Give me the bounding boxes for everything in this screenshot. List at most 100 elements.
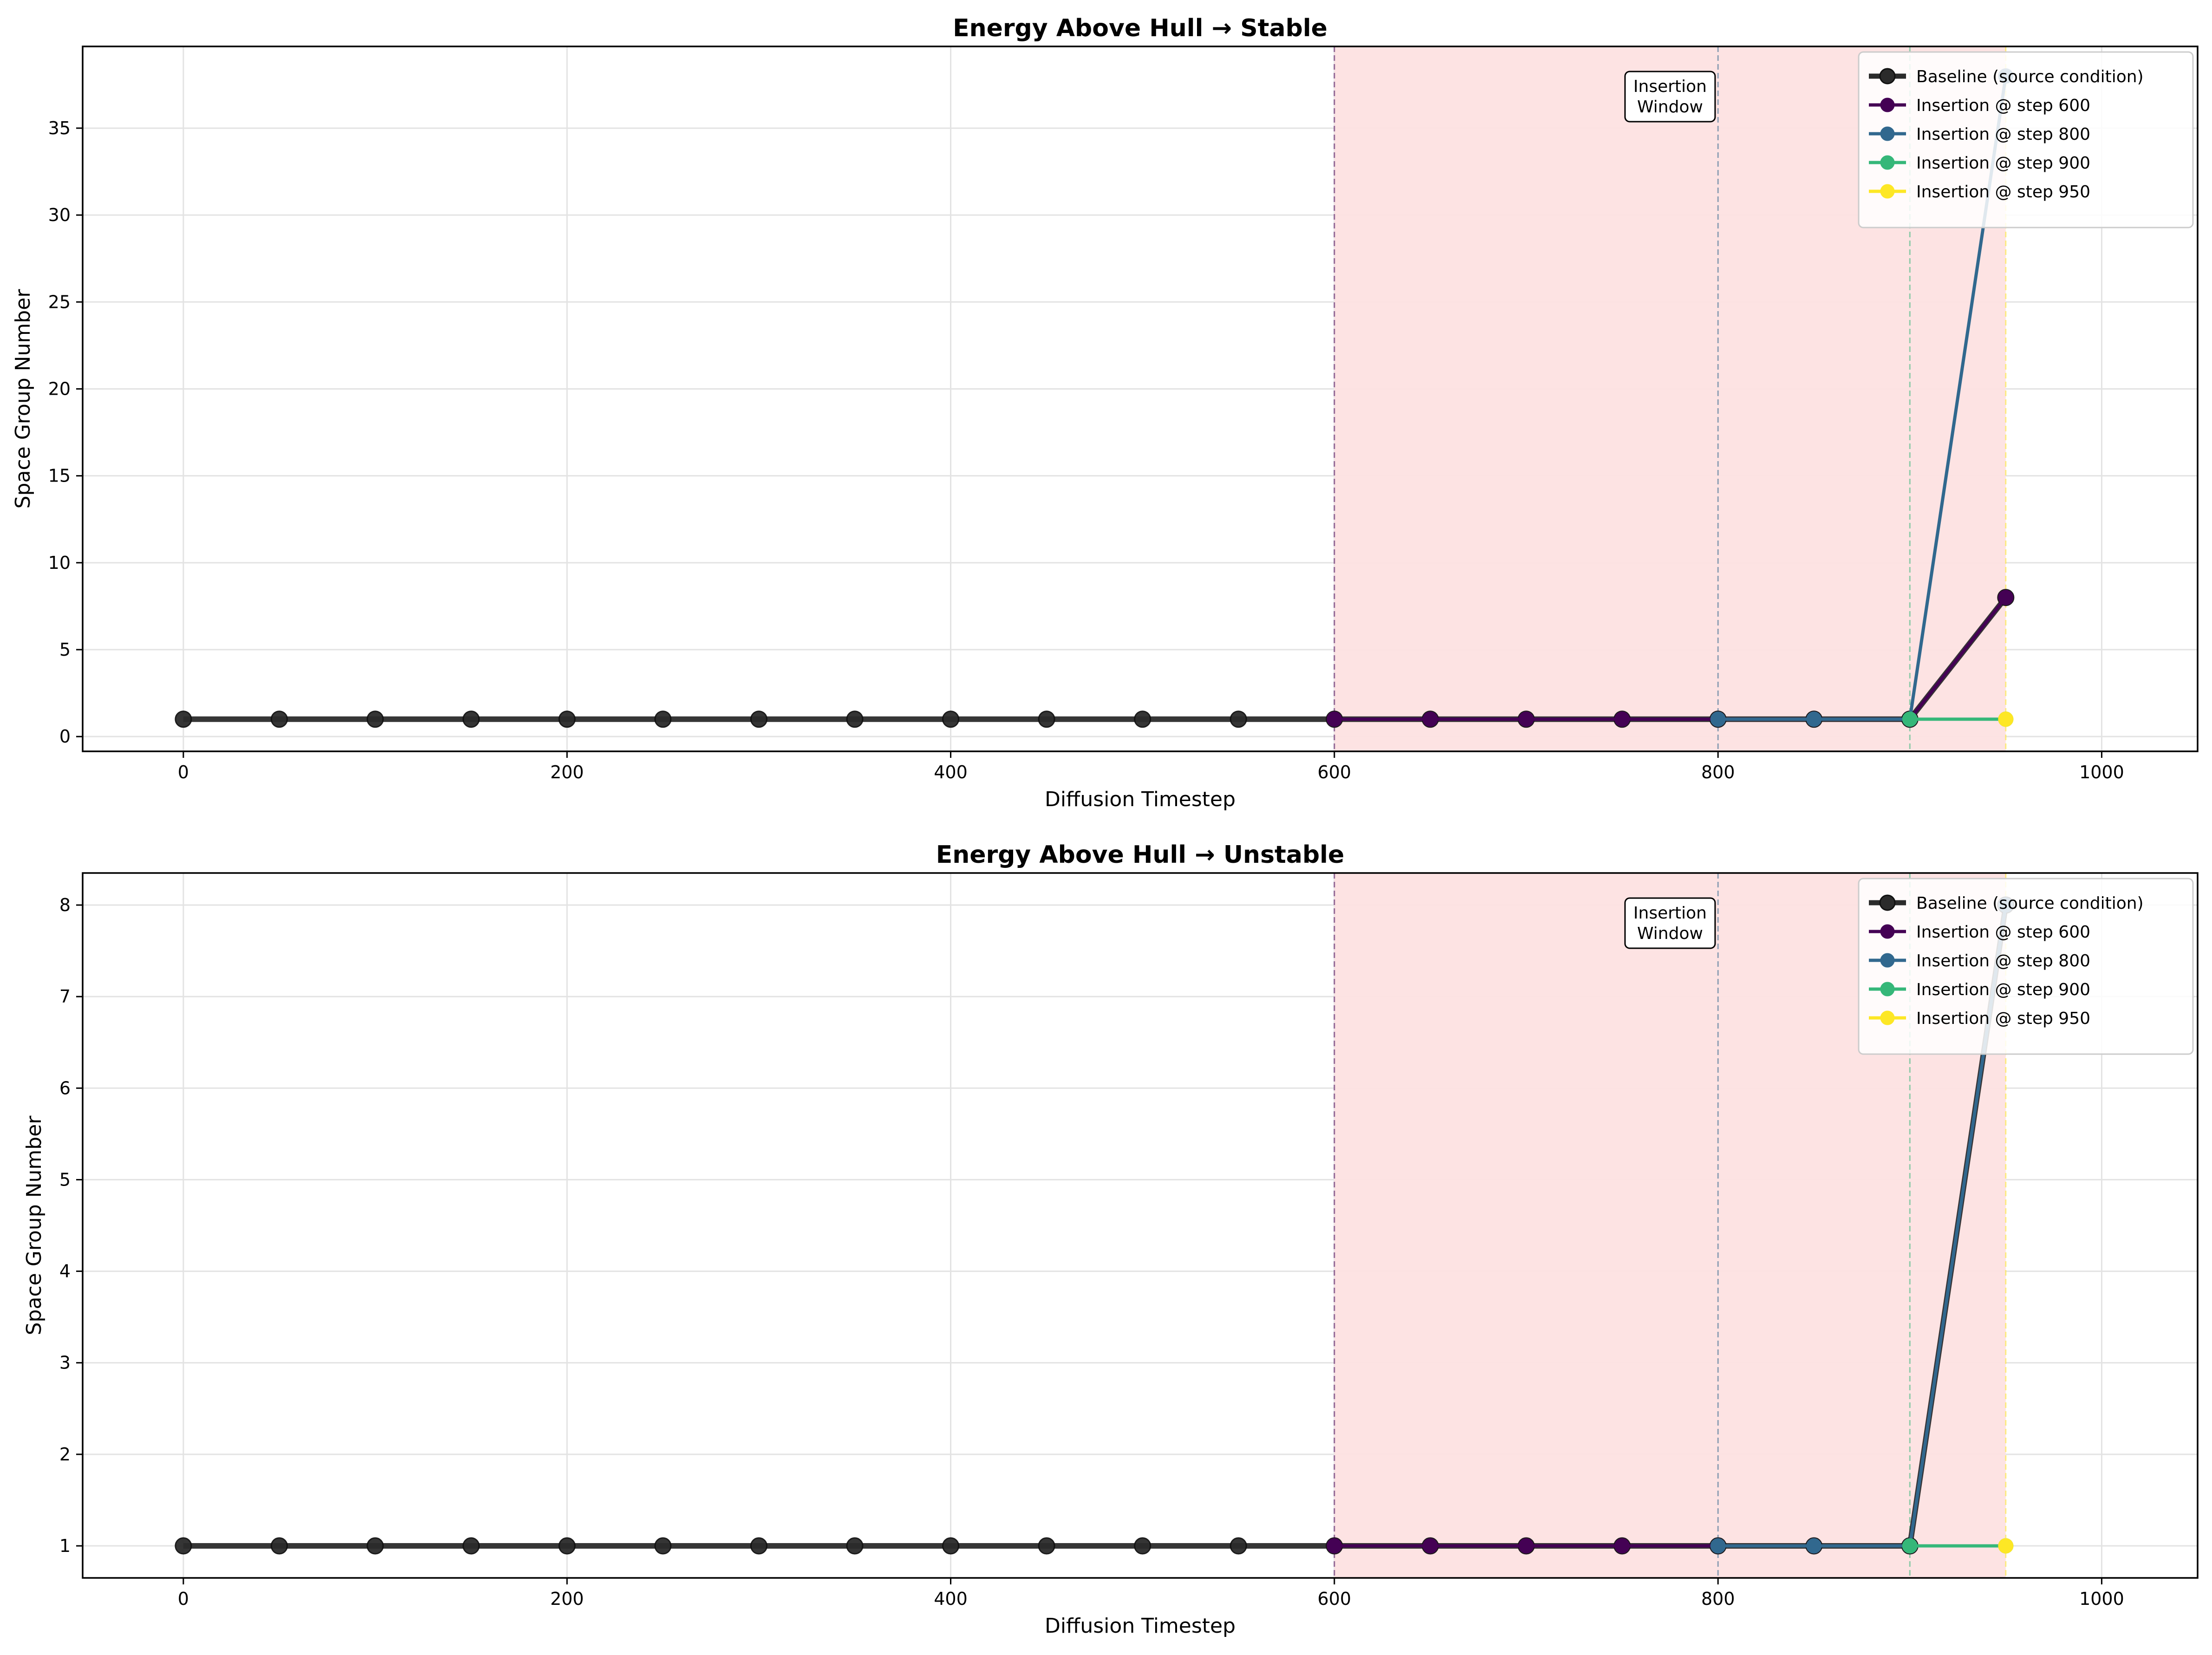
data-point xyxy=(1422,1538,1438,1554)
data-point xyxy=(558,710,576,728)
y-tick-label: 8 xyxy=(59,895,71,915)
series-line xyxy=(1718,905,2008,1548)
x-tick-label: 800 xyxy=(1701,1589,1735,1609)
x-tick-label: 800 xyxy=(1701,762,1735,782)
data-point xyxy=(1134,1537,1152,1555)
x-tick-label: 0 xyxy=(178,1589,189,1609)
legend-label: Insertion @ step 950 xyxy=(1916,182,2090,202)
legend-label: Baseline (source condition) xyxy=(1916,894,2144,913)
annotation-text: Window xyxy=(1637,924,1703,943)
legend-marker xyxy=(1880,184,1895,199)
data-point xyxy=(1230,1537,1247,1555)
x-tick-label: 1000 xyxy=(2079,762,2124,782)
legend-marker xyxy=(1880,982,1895,997)
data-point xyxy=(1998,711,2014,727)
y-tick-label: 1 xyxy=(59,1536,71,1556)
data-point xyxy=(846,1537,864,1555)
y-axis-label: Space Group Number xyxy=(22,1115,46,1336)
x-tick-label: 200 xyxy=(550,1589,584,1609)
legend-label: Insertion @ step 800 xyxy=(1916,125,2090,144)
legend-marker xyxy=(1879,68,1896,85)
x-axis-label: Diffusion Timestep xyxy=(1045,788,1236,811)
legend-marker xyxy=(1880,924,1895,939)
annotation-text: Insertion xyxy=(1633,77,1707,96)
x-tick-label: 600 xyxy=(1318,1589,1352,1609)
axes-frame xyxy=(82,872,2199,1579)
data-point xyxy=(1518,711,1534,727)
x-tick-label: 400 xyxy=(934,762,968,782)
chart-panel-1: Insertion Window 0 200 400 600 800 1000 0 5 10 15 20… xyxy=(11,14,2199,811)
data-point xyxy=(366,1537,384,1555)
y-tick-label: 25 xyxy=(48,292,71,312)
x-tick-label: 1000 xyxy=(2079,1589,2124,1609)
legend-marker xyxy=(1880,155,1895,170)
legend-marker xyxy=(1880,953,1895,968)
data-point xyxy=(1710,711,1726,727)
legend-label: Insertion @ step 600 xyxy=(1916,923,2090,942)
legend-box xyxy=(1858,51,2194,228)
data-point xyxy=(1327,1538,1342,1554)
data-point xyxy=(270,1537,288,1555)
insertion-window-annotation: Insertion Window xyxy=(1624,71,1716,123)
data-point xyxy=(1614,711,1630,727)
data-point xyxy=(462,1537,480,1555)
y-tick-label: 10 xyxy=(48,553,71,573)
y-tick-label: 2 xyxy=(59,1444,71,1465)
data-point xyxy=(750,1537,768,1555)
y-tick-label: 4 xyxy=(59,1261,71,1282)
chart-title: Energy Above Hull → Unstable xyxy=(936,841,1345,869)
x-tick-label: 0 xyxy=(178,762,189,782)
x-tick-label: 400 xyxy=(934,1589,968,1609)
legend-label: Insertion @ step 950 xyxy=(1916,1009,2090,1028)
data-point xyxy=(1422,711,1438,727)
y-axis-label: Space Group Number xyxy=(11,289,35,509)
series-line xyxy=(1718,76,2008,721)
data-point xyxy=(1518,1538,1534,1554)
data-point xyxy=(1230,710,1247,728)
data-point xyxy=(1998,590,2014,606)
data-point xyxy=(1902,711,1918,727)
y-tick-label: 20 xyxy=(48,378,71,399)
data-point xyxy=(1710,1538,1726,1554)
legend-marker xyxy=(1880,1010,1895,1025)
data-point xyxy=(750,710,768,728)
y-tick-label: 5 xyxy=(59,639,71,660)
data-point xyxy=(270,710,288,728)
data-point xyxy=(1902,1538,1918,1554)
y-tick-label: 6 xyxy=(59,1078,71,1098)
legend-marker xyxy=(1880,98,1895,112)
legend: Baseline (source condition) Insertion @ s… xyxy=(1858,878,2194,1055)
legend-label: Baseline (source condition) xyxy=(1916,67,2144,86)
legend-label: Insertion @ step 600 xyxy=(1916,96,2090,115)
data-point xyxy=(942,710,960,728)
x-tick-label: 600 xyxy=(1318,762,1352,782)
data-point xyxy=(1614,1538,1630,1554)
legend-label: Insertion @ step 900 xyxy=(1916,980,2090,999)
data-point xyxy=(1806,1538,1822,1554)
data-point xyxy=(558,1537,576,1555)
y-tick-label: 3 xyxy=(59,1353,71,1373)
data-point xyxy=(846,710,864,728)
y-tick-label: 35 xyxy=(48,118,71,138)
y-tick-label: 0 xyxy=(59,726,71,747)
y-tick-label: 7 xyxy=(59,986,71,1007)
data-point xyxy=(654,710,672,728)
legend-marker xyxy=(1879,894,1896,911)
axes-frame xyxy=(82,46,2199,752)
annotation-box xyxy=(1624,71,1716,123)
data-point xyxy=(366,710,384,728)
data-point xyxy=(1038,710,1055,728)
legend: Baseline (source condition) Insertion @ s… xyxy=(1858,51,2194,228)
chart-title: Energy Above Hull → Stable xyxy=(953,14,1327,42)
x-axis-label: Diffusion Timestep xyxy=(1045,1614,1236,1638)
data-point xyxy=(1134,710,1152,728)
y-tick-label: 5 xyxy=(59,1169,71,1190)
data-point xyxy=(175,710,192,728)
legend-marker xyxy=(1880,126,1895,141)
data-point xyxy=(1038,1537,1055,1555)
data-point xyxy=(942,1537,960,1555)
data-point xyxy=(1806,711,1822,727)
data-point xyxy=(1998,1538,2014,1554)
data-point xyxy=(654,1537,672,1555)
